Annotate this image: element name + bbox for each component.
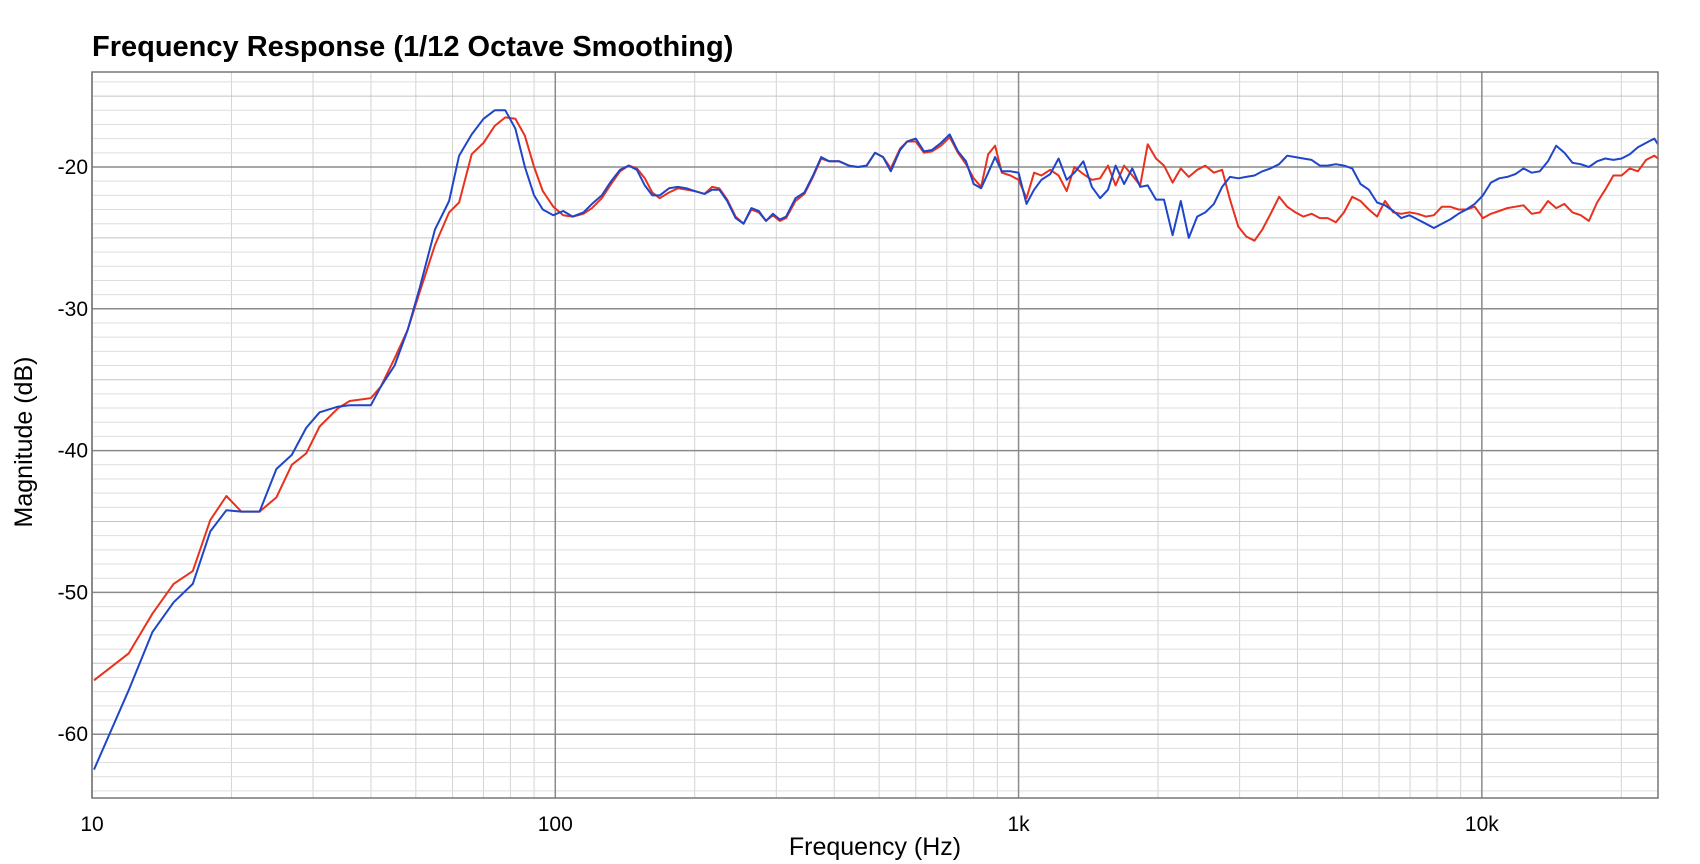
- y-tick-label: -50: [58, 581, 88, 604]
- series-layer: [93, 109, 1659, 771]
- x-tick-label: 10k: [1465, 813, 1499, 836]
- x-tick-label: 100: [538, 813, 573, 836]
- minor-gridlines: [92, 72, 1658, 798]
- chart-title: Frequency Response (1/12 Octave Smoothin…: [92, 31, 734, 63]
- major-gridlines: [91, 72, 1658, 798]
- series-line-2: [93, 109, 1659, 771]
- y-axis-label: Magnitude (dB): [10, 357, 38, 528]
- series-line-1: [93, 116, 1659, 682]
- tick-labels: 10 100 1k 10k -20 -30 -40 -50 -60: [58, 156, 1500, 836]
- y-tick-label: -20: [58, 156, 88, 179]
- plot-frame: [91, 71, 1659, 799]
- y-tick-label: -60: [58, 723, 88, 746]
- x-tick-label: 1k: [1007, 813, 1030, 836]
- x-axis-label: Frequency (Hz): [789, 833, 961, 861]
- y-tick-label: -30: [58, 298, 88, 321]
- x-tick-label: 10: [80, 813, 103, 836]
- y-tick-label: -40: [58, 440, 88, 463]
